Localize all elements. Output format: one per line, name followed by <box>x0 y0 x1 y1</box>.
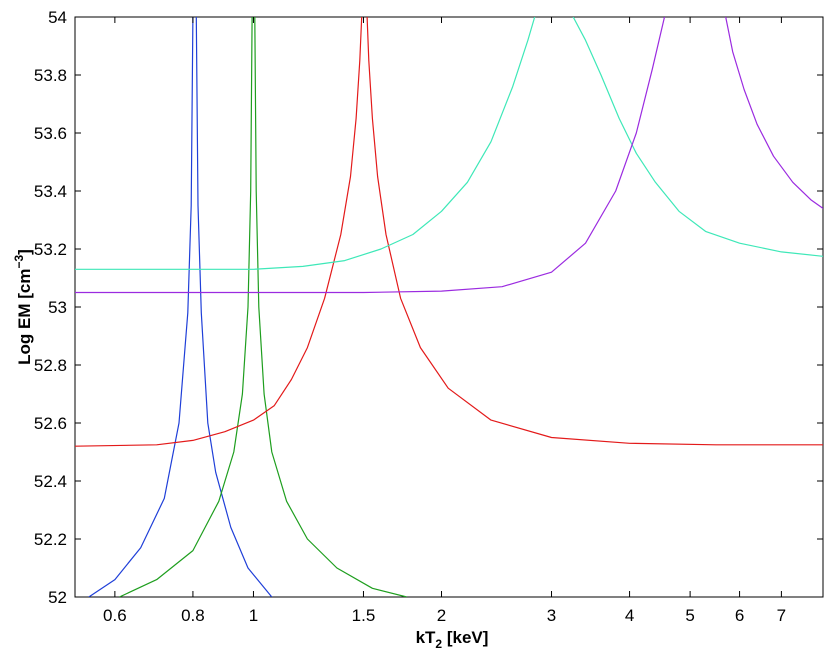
y-tick-label: 52.4 <box>34 472 67 491</box>
series-0-line-0 <box>88 17 194 597</box>
y-tick-label: 52.6 <box>34 414 67 433</box>
x-tick-label: 2 <box>437 606 446 625</box>
y-tick-label: 53.8 <box>34 66 67 85</box>
x-axis-title: kT2 [keV] <box>416 628 489 651</box>
x-tick-label: 7 <box>777 606 786 625</box>
y-tick-label: 53 <box>48 298 67 317</box>
series-0-line-1 <box>195 17 273 597</box>
y-tick-label: 54 <box>48 8 67 27</box>
plot-frame <box>74 16 824 598</box>
series-3 <box>75 17 823 270</box>
y-tick-label: 53.2 <box>34 240 67 259</box>
series-2-line-0 <box>75 17 363 447</box>
series-1 <box>119 17 407 597</box>
series-1-line-1 <box>254 17 407 597</box>
x-tick-label: 1.5 <box>352 606 376 625</box>
x-tick-label: 0.8 <box>181 606 205 625</box>
x-tick-label: 6 <box>735 606 744 625</box>
y-tick-label: 52.2 <box>34 530 67 549</box>
series-3-line-1 <box>572 17 823 257</box>
x-tick-label: 3 <box>547 606 556 625</box>
series-1-line-0 <box>119 17 253 597</box>
series-2 <box>75 17 823 447</box>
series-4-line-0 <box>75 17 666 294</box>
y-tick-label: 52.8 <box>34 356 67 375</box>
y-axis-title: Log EM [cm−3] <box>12 249 34 365</box>
x-tick-label: 1 <box>249 606 258 625</box>
tick-layer: 0.6 0.8 1 1.5 2 3 4 5 6 7 52 52.2 52.4 52.6 52.8 53 53.2… <box>34 8 823 625</box>
series-4-line-1 <box>725 17 823 209</box>
series-3-line-0 <box>75 17 536 270</box>
series-0 <box>88 17 273 597</box>
y-tick-label: 53.6 <box>34 124 67 143</box>
x-tick-label: 0.6 <box>103 606 127 625</box>
y-tick-label: 52 <box>48 588 67 607</box>
series-2-line-1 <box>366 17 823 446</box>
x-tick-label: 4 <box>625 606 634 625</box>
y-tick-label: 53.4 <box>34 182 67 201</box>
x-tick-label: 5 <box>685 606 694 625</box>
series-4 <box>75 17 823 294</box>
series-layer <box>75 17 823 597</box>
plot-area: 0.6 0.8 1 1.5 2 3 4 5 6 7 52 52.2 52.4 52.6 52.8 53 53.2… <box>34 8 824 625</box>
